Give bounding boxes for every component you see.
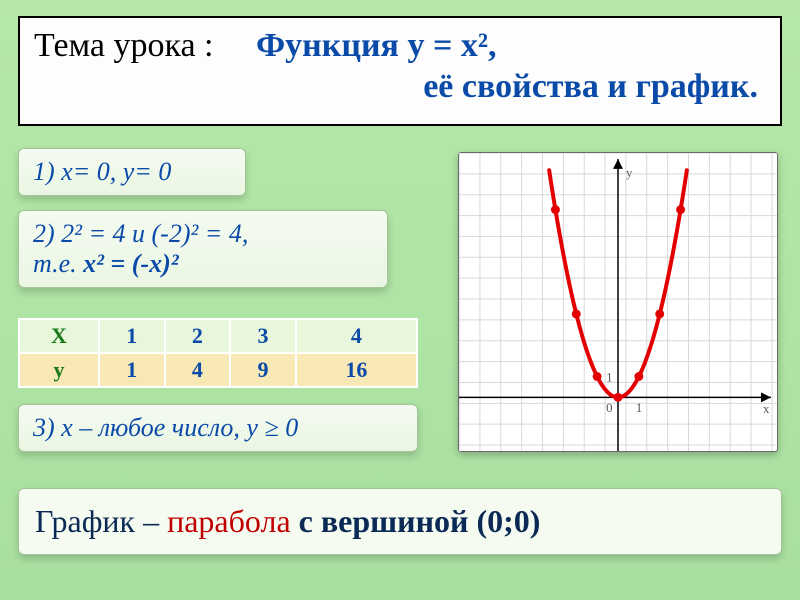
parabola-chart: y x 0 1 1 [458,152,778,452]
table-cell: 3 [230,319,296,353]
conclusion-part2: парабола [167,503,299,539]
property-panel-2: 2) 2² = 4 и (-2)² = 4, т.е. х² = (-х)² [18,210,388,288]
svg-text:y: y [626,165,633,180]
title-function: Функция у = х², [256,27,497,64]
property-panel-1: 1) х= 0, у= 0 [18,148,246,196]
conclusion-panel: График – парабола с вершиной (0;0) [18,488,782,555]
table-header-x: X [19,319,99,353]
property-text-1: 1) х= 0, у= 0 [33,157,171,186]
conclusion-part3: с вершиной (0;0) [299,503,541,539]
property-text-3: 3) х – любое число, у ≥ 0 [33,413,298,442]
table-cell: 2 [165,319,231,353]
property-text-2a: 2) 2² = 4 и (-2)² = 4, [33,219,373,249]
svg-text:1: 1 [636,400,642,415]
svg-text:0: 0 [606,400,612,415]
property-text-2b: т.е. х² = (-х)² [33,249,373,279]
table-cell: 9 [230,353,296,387]
conclusion-part1: График – [35,503,167,539]
table-header-y: у [19,353,99,387]
xy-table: X 1 2 3 4 у 1 4 9 16 [18,318,418,388]
title-line2: её свойства и график. [34,67,766,108]
table-cell: 4 [296,319,417,353]
property-panel-3: 3) х – любое число, у ≥ 0 [18,404,418,452]
table-cell: 4 [165,353,231,387]
table-cell: 1 [99,319,165,353]
table-cell: 1 [99,353,165,387]
table-cell: 16 [296,353,417,387]
title-label: Тема урока : [34,27,213,64]
svg-text:x: x [763,401,770,416]
title-box: Тема урока : Функция у = х², её свойства… [18,16,782,126]
chart-svg: y x 0 1 1 [459,153,777,451]
table-row-y: у 1 4 9 16 [19,353,417,387]
title-line1: Тема урока : Функция у = х², [34,26,766,67]
svg-text:1: 1 [606,369,612,384]
table-row-x: X 1 2 3 4 [19,319,417,353]
